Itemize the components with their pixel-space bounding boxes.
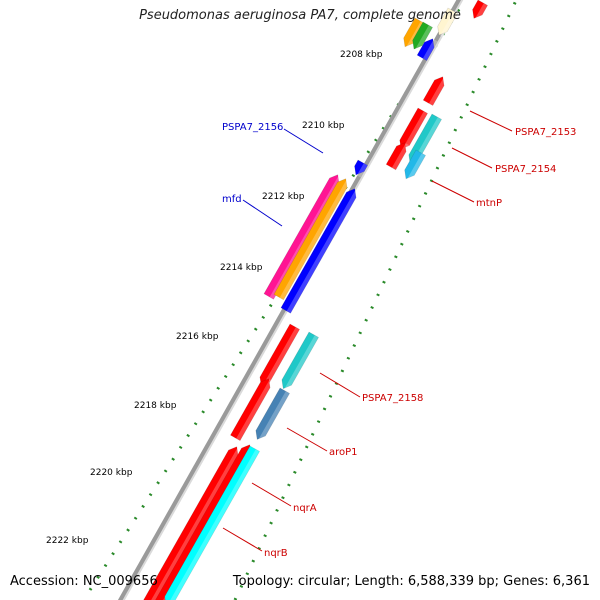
gene-label-nqrA: nqrA bbox=[293, 503, 317, 514]
gene-label-mfd: mfd bbox=[222, 194, 242, 205]
tick-label: 2208 kbp bbox=[340, 50, 383, 60]
gene-block-mfd-orange-shade bbox=[279, 179, 351, 300]
gene-block-teal-lower-shade bbox=[284, 335, 319, 392]
gene-block-PSPA7_2153 bbox=[422, 76, 445, 106]
gene-label-PSPA7_2156: PSPA7_2156 bbox=[222, 122, 283, 133]
tick-label: 2216 kbp bbox=[176, 332, 219, 342]
gene-label-mtnP: mtnP bbox=[476, 198, 502, 209]
tick-label: 2212 kbp bbox=[262, 192, 305, 202]
gene-block-PSPA7_2158-shade bbox=[262, 327, 300, 389]
gene-block-blue-top bbox=[416, 38, 435, 61]
gene-block-red-mid-shade bbox=[391, 143, 410, 170]
gene-block-PSPA7_2154-shade bbox=[402, 111, 428, 152]
gene-label-aroP1: aroP1 bbox=[329, 447, 358, 458]
gene-block-blue-top-shade bbox=[422, 39, 438, 61]
gene-label-PSPA7_2154: PSPA7_2154 bbox=[495, 164, 556, 175]
gene-block-top-shade bbox=[474, 3, 488, 22]
tick-label: 2214 kbp bbox=[220, 263, 263, 273]
gene-block-green-shade bbox=[414, 25, 433, 52]
tick-label: 2222 kbp bbox=[46, 536, 89, 546]
tick-label: 2220 kbp bbox=[90, 468, 133, 478]
tick-label: 2210 kbp bbox=[302, 121, 345, 131]
gene-block-nqrB-shade bbox=[170, 449, 260, 600]
gene-block-nqrB bbox=[164, 445, 260, 600]
gene-block-mfd-orange bbox=[273, 178, 348, 301]
gene-block-aroP1 bbox=[255, 387, 290, 440]
gene-block-mfd-shade bbox=[286, 189, 360, 314]
gene-block-pale-shade bbox=[439, 11, 458, 38]
gene-label-PSPA7_2153: PSPA7_2153 bbox=[515, 127, 576, 138]
gene-block-PSPA7_2156 bbox=[354, 159, 368, 176]
gene-block-red-lower-shade bbox=[236, 379, 274, 441]
gene-block-red-mid bbox=[385, 142, 407, 171]
genome-info-text: Topology: circular; Length: 6,588,339 bp… bbox=[232, 574, 590, 589]
inner-dot-track bbox=[233, 0, 518, 600]
gene-block-PSPA7_2153-shade bbox=[428, 77, 448, 106]
label-leaders bbox=[222, 110, 513, 552]
gene-block-mtnP-shade bbox=[406, 153, 426, 182]
gene-block-green bbox=[412, 21, 433, 50]
gene-block-top bbox=[472, 0, 488, 19]
gene-block-mtnP bbox=[404, 149, 426, 180]
gene-block-red-lower bbox=[230, 378, 271, 441]
gene-block-PSPA7_2156-shade bbox=[356, 163, 368, 178]
gene-block-teal-lower bbox=[281, 331, 319, 390]
tick-label: 2218 kbp bbox=[134, 401, 177, 411]
gene-features bbox=[143, 0, 488, 600]
gene-block-mfd bbox=[280, 188, 357, 314]
tick-marks: 2208 kbp 2210 kbp 2212 kbp 2214 kbp 2216… bbox=[46, 50, 383, 546]
accession-text: Accession: NC_009656 bbox=[10, 574, 158, 589]
gene-block-aroP1-shade bbox=[258, 391, 290, 443]
gene-block-nqrA-shade bbox=[151, 447, 242, 600]
gene-label-nqrB: nqrB bbox=[264, 548, 288, 559]
map-title: Pseudomonas aeruginosa PA7, complete gen… bbox=[139, 8, 461, 23]
gene-block-pale bbox=[437, 7, 458, 36]
gene-label-PSPA7_2158: PSPA7_2158 bbox=[362, 393, 423, 404]
